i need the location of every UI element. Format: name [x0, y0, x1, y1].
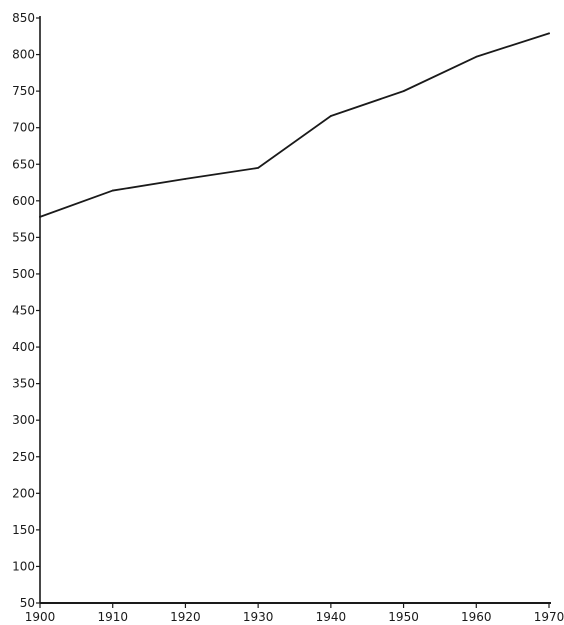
y-tick-label: 400: [12, 340, 35, 354]
data-point: [402, 90, 405, 93]
y-tick-label: 350: [12, 377, 35, 391]
axes: [39, 16, 551, 604]
x-tick-label: 1910: [97, 610, 128, 624]
y-tick-label: 550: [12, 230, 35, 244]
y-tick-label: 600: [12, 194, 35, 208]
ticks: 50 100 150 200 250 300 350 400 450 500 550 600 650 70…: [12, 11, 564, 624]
y-tick-label: 500: [12, 267, 35, 281]
y-tick-label: 150: [12, 523, 35, 537]
y-tick-label: 650: [12, 157, 35, 171]
y-tick-label: 700: [12, 121, 35, 135]
y-tick-label: 100: [12, 559, 35, 573]
data-point: [548, 32, 550, 35]
y-tick-label: 200: [12, 486, 35, 500]
y-tick-label: 750: [12, 84, 35, 98]
x-tick-label: 1950: [388, 610, 419, 624]
x-tick-label: 1970: [534, 610, 564, 624]
data-point: [111, 189, 114, 192]
x-tick-label: 1940: [316, 610, 347, 624]
y-tick-label: 50: [20, 596, 35, 610]
series-line-0: [39, 32, 550, 218]
y-tick-label: 450: [12, 304, 35, 318]
data-point: [475, 55, 478, 58]
y-tick-label: 250: [12, 450, 35, 464]
data-point: [184, 177, 187, 180]
series: [39, 32, 550, 218]
data-point: [329, 115, 332, 117]
y-tick-label: 800: [12, 48, 35, 62]
x-tick-label: 1930: [243, 610, 274, 624]
x-tick-label: 1960: [461, 610, 492, 624]
data-point: [257, 167, 260, 169]
data-point: [39, 216, 41, 218]
x-tick-label: 1900: [25, 610, 56, 624]
x-tick-label: 1920: [170, 610, 201, 624]
y-tick-label: 300: [12, 413, 35, 427]
y-tick-label: 850: [12, 11, 35, 25]
